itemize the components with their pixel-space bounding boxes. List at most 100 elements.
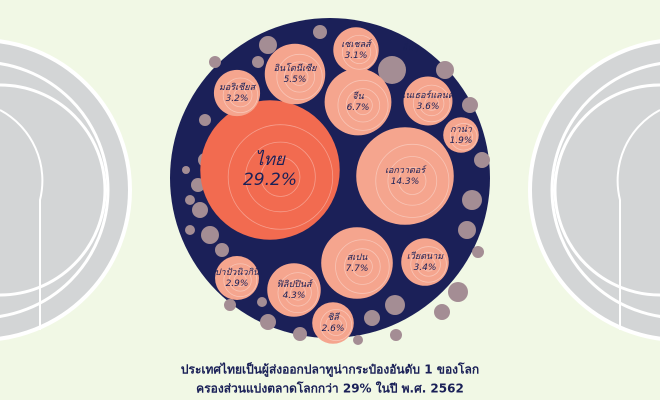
bubble-name: อินโดนีเซีย xyxy=(274,62,318,74)
bubble xyxy=(401,238,449,286)
bubble-texture xyxy=(458,131,470,143)
filler-bubble xyxy=(257,297,267,307)
bubble-value: 4.3% xyxy=(283,291,306,301)
bubble-name: กาน่า xyxy=(450,125,473,135)
bubble-texture xyxy=(421,257,436,272)
bubble-texture xyxy=(345,88,381,123)
bubble-texture xyxy=(228,268,252,292)
bubble-texture xyxy=(352,45,367,60)
bubble-texture xyxy=(410,246,447,283)
bubble xyxy=(312,302,354,344)
bubble-texture xyxy=(233,273,247,287)
bubble-texture xyxy=(337,79,389,131)
bubble-name: ไทย xyxy=(255,149,286,170)
bubble-texture xyxy=(245,141,316,213)
filler-bubble xyxy=(182,166,190,174)
bubble-texture xyxy=(290,284,306,301)
bubble-texture xyxy=(424,96,439,111)
bubble-texture xyxy=(351,256,373,278)
filler-bubble xyxy=(259,36,277,54)
filler-bubble xyxy=(224,299,236,311)
bubble-texture xyxy=(276,53,323,101)
bubble-texture xyxy=(222,77,259,114)
bubble-value: 29.2% xyxy=(243,170,297,190)
bubble xyxy=(403,76,453,126)
filler-bubble xyxy=(209,56,221,68)
bubble-value: 2.6% xyxy=(322,324,345,334)
bubble-texture xyxy=(454,127,473,147)
bubble-value: 3.6% xyxy=(417,102,440,112)
bubble xyxy=(321,227,393,299)
bubble-texture xyxy=(387,156,438,206)
bubble-value: 3.4% xyxy=(414,263,437,273)
bubble xyxy=(324,68,392,136)
bubble-texture xyxy=(284,278,312,307)
filler-bubble xyxy=(472,246,484,258)
bubble-texture xyxy=(353,95,373,116)
others-label: อื่นๆ xyxy=(402,41,420,54)
bubble-name: เซเชลส์ xyxy=(341,39,372,50)
filler-bubble xyxy=(260,314,276,330)
bubble-name: สเปน xyxy=(347,253,368,263)
filler-bubble xyxy=(434,304,450,320)
bubble-name: เวียดนาม xyxy=(407,251,444,262)
bubble-texture xyxy=(449,123,478,151)
filler-bubble xyxy=(462,190,482,210)
bubble-name: ฟิลิปปินส์ xyxy=(277,279,314,290)
bubble-texture xyxy=(412,84,451,123)
bubble xyxy=(356,127,454,225)
filler-bubble xyxy=(215,243,229,257)
caption-line: ครองส่วนแบ่งตลาดโลกกว่า 29% ในปี พ.ศ. 25… xyxy=(196,381,464,396)
filler-bubble xyxy=(201,226,219,244)
bubble-texture xyxy=(419,90,445,117)
bubble xyxy=(215,256,259,300)
bubble-texture xyxy=(347,40,372,65)
bubble xyxy=(264,43,326,105)
filler-bubble xyxy=(293,327,307,341)
bubble xyxy=(267,263,321,317)
filler-bubble xyxy=(185,225,195,235)
bubble-texture xyxy=(325,314,347,336)
bubble-name: ปาปัวนิวกินี xyxy=(215,267,261,278)
bubble-name: จีน xyxy=(352,91,364,102)
bubble-texture xyxy=(375,143,450,218)
filler-bubble xyxy=(313,25,327,39)
filler-bubble xyxy=(185,195,195,205)
bubble-texture xyxy=(416,252,441,277)
plate-right xyxy=(528,39,660,341)
bubble-name: มอริเชียส xyxy=(219,82,257,93)
filler-bubble xyxy=(378,56,406,84)
caption-line: ประเทศไทยเป็นผู้ส่งออกปลาทูน่ากระป๋องอัน… xyxy=(181,362,479,378)
bubble xyxy=(213,69,261,117)
filler-bubble xyxy=(192,202,208,218)
filler-bubble xyxy=(252,56,264,68)
plate-left xyxy=(0,39,132,341)
filler-bubble xyxy=(199,114,211,126)
bubble-name: ชิลี xyxy=(327,312,341,323)
filler-bubble xyxy=(436,61,454,79)
filler-bubble xyxy=(385,295,405,315)
bubble-value: 1.9% xyxy=(450,136,473,146)
bubble xyxy=(443,117,479,153)
filler-bubble xyxy=(390,329,402,341)
bubble-texture xyxy=(233,88,248,103)
bubble-value: 6.7% xyxy=(347,103,370,113)
bubble-texture xyxy=(277,272,319,314)
bubble-texture xyxy=(344,248,381,285)
bubble-value: 3.1% xyxy=(345,51,368,61)
filler-bubble xyxy=(458,221,476,239)
filler-bubble xyxy=(474,152,490,168)
filler-bubble xyxy=(448,282,468,302)
bubble-texture xyxy=(320,309,353,342)
filler-bubble xyxy=(462,97,478,113)
bubble-value: 3.2% xyxy=(226,94,249,104)
bubble-texture xyxy=(223,263,258,298)
filler-bubble xyxy=(364,310,380,326)
bubble-texture xyxy=(284,61,316,93)
bubble-name: เอกวาดอร์ xyxy=(385,165,427,176)
bubble-texture xyxy=(398,166,427,195)
bubble-value: 7.7% xyxy=(346,264,369,274)
bubble-texture xyxy=(228,83,253,108)
